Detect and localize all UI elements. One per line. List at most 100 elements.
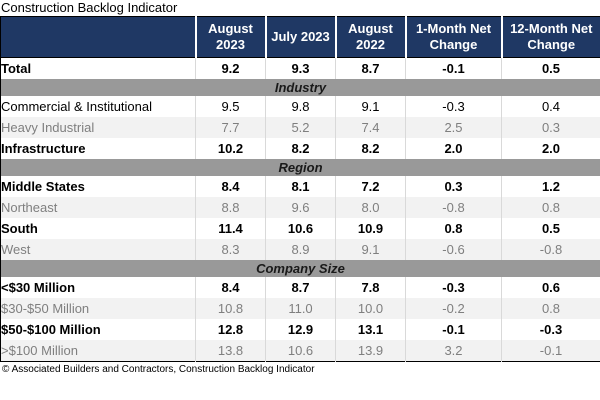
- backlog-table: August 2023 July 2023 August 2022 1-Month N…: [0, 16, 600, 362]
- value-cell: 0.4: [501, 96, 600, 117]
- value-cell: 8.7: [335, 57, 406, 79]
- value-cell: 8.8: [195, 197, 266, 218]
- value-cell: 8.4: [195, 176, 266, 197]
- value-cell: 10.9: [335, 218, 406, 239]
- value-cell: -0.1: [501, 340, 600, 362]
- value-cell: 11.4: [195, 218, 266, 239]
- column-header: August 2023: [194, 16, 266, 58]
- value-cell: 13.1: [335, 319, 406, 340]
- value-cell: 0.3: [501, 117, 600, 138]
- row-label: Commercial & Institutional: [0, 96, 196, 117]
- row-label: Total: [0, 57, 196, 79]
- row-label: Middle States: [0, 176, 196, 197]
- value-cell: 0.5: [501, 57, 600, 79]
- value-cell: 13.8: [195, 340, 266, 362]
- value-cell: 12.9: [265, 319, 336, 340]
- table-row: Northeast 8.8 9.6 8.0 -0.8 0.8: [0, 197, 600, 218]
- row-label-column-header: [0, 16, 196, 58]
- value-cell: 9.5: [195, 96, 266, 117]
- value-cell: 8.9: [265, 239, 336, 260]
- section-band: Industry: [0, 79, 600, 96]
- value-cell: 13.9: [335, 340, 406, 362]
- row-label: $50-$100 Million: [0, 319, 196, 340]
- row-label: >$100 Million: [0, 340, 196, 362]
- value-cell: -0.1: [405, 319, 502, 340]
- table-row: South 11.4 10.6 10.9 0.8 0.5: [0, 218, 600, 239]
- column-header: August 2022: [334, 16, 406, 58]
- value-cell: 2.0: [501, 138, 600, 159]
- value-cell: 7.2: [335, 176, 406, 197]
- value-cell: 9.8: [265, 96, 336, 117]
- table-row: Middle States 8.4 8.1 7.2 0.3 1.2: [0, 176, 600, 197]
- table-row: >$100 Million 13.8 10.6 13.9 3.2 -0.1: [0, 340, 600, 362]
- value-cell: 0.6: [501, 277, 600, 298]
- page-title: Construction Backlog Indicator: [1, 0, 178, 15]
- value-cell: 8.7: [265, 277, 336, 298]
- table-body: Total 9.2 9.3 8.7 -0.1 0.5 Industry Commercial …: [0, 57, 600, 362]
- value-cell: 10.6: [265, 340, 336, 362]
- value-cell: 2.0: [405, 138, 502, 159]
- table-row: Infrastructure 10.2 8.2 8.2 2.0 2.0: [0, 138, 600, 159]
- row-label: $30-$50 Million: [0, 298, 196, 319]
- value-cell: -0.3: [405, 96, 502, 117]
- section-band: Region: [0, 159, 600, 176]
- value-cell: 5.2: [265, 117, 336, 138]
- table-row: Total 9.2 9.3 8.7 -0.1 0.5: [0, 57, 600, 79]
- value-cell: -0.3: [405, 277, 502, 298]
- table-row: $30-$50 Million 10.8 11.0 10.0 -0.2 0.8: [0, 298, 600, 319]
- row-label: Heavy Industrial: [0, 117, 196, 138]
- row-label: Infrastructure: [0, 138, 196, 159]
- value-cell: 0.3: [405, 176, 502, 197]
- section-band-label: Industry: [0, 79, 600, 96]
- value-cell: 8.2: [265, 138, 336, 159]
- value-cell: 1.2: [501, 176, 600, 197]
- value-cell: 10.0: [335, 298, 406, 319]
- value-cell: 2.5: [405, 117, 502, 138]
- value-cell: 8.1: [265, 176, 336, 197]
- value-cell: 7.8: [335, 277, 406, 298]
- row-label: <$30 Million: [0, 277, 196, 298]
- table-row: Commercial & Institutional 9.5 9.8 9.1 -0.3 0…: [0, 96, 600, 117]
- value-cell: -0.8: [501, 239, 600, 260]
- value-cell: 9.2: [195, 57, 266, 79]
- value-cell: 7.4: [335, 117, 406, 138]
- table-row: West 8.3 8.9 9.1 -0.6 -0.8: [0, 239, 600, 260]
- value-cell: 9.1: [335, 239, 406, 260]
- row-label: Northeast: [0, 197, 196, 218]
- value-cell: 10.8: [195, 298, 266, 319]
- value-cell: 11.0: [265, 298, 336, 319]
- section-band: Company Size: [0, 260, 600, 277]
- value-cell: 8.4: [195, 277, 266, 298]
- table-row: <$30 Million 8.4 8.7 7.8 -0.3 0.6: [0, 277, 600, 298]
- column-header: 12-Month Net Change: [500, 16, 600, 58]
- table-row: $50-$100 Million 12.8 12.9 13.1 -0.1 -0.3: [0, 319, 600, 340]
- value-cell: 10.6: [265, 218, 336, 239]
- header-row: August 2023 July 2023 August 2022 1-Month N…: [0, 16, 600, 58]
- section-band-label: Company Size: [0, 260, 600, 277]
- value-cell: 0.5: [501, 218, 600, 239]
- value-cell: -0.1: [405, 57, 502, 79]
- value-cell: 0.8: [501, 298, 600, 319]
- value-cell: 8.2: [335, 138, 406, 159]
- value-cell: -0.3: [501, 319, 600, 340]
- value-cell: 12.8: [195, 319, 266, 340]
- value-cell: 9.3: [265, 57, 336, 79]
- table-row: Heavy Industrial 7.7 5.2 7.4 2.5 0.3: [0, 117, 600, 138]
- column-header: 1-Month Net Change: [404, 16, 502, 58]
- value-cell: 0.8: [501, 197, 600, 218]
- copyright-note: © Associated Builders and Contractors, C…: [2, 364, 315, 375]
- value-cell: 9.6: [265, 197, 336, 218]
- value-cell: 8.0: [335, 197, 406, 218]
- row-label: West: [0, 239, 196, 260]
- section-band-label: Region: [0, 159, 600, 176]
- column-header: July 2023: [264, 16, 336, 58]
- value-cell: 10.2: [195, 138, 266, 159]
- value-cell: -0.6: [405, 239, 502, 260]
- value-cell: 8.3: [195, 239, 266, 260]
- value-cell: 7.7: [195, 117, 266, 138]
- value-cell: 3.2: [405, 340, 502, 362]
- value-cell: 0.8: [405, 218, 502, 239]
- value-cell: -0.2: [405, 298, 502, 319]
- value-cell: 9.1: [335, 96, 406, 117]
- row-label: South: [0, 218, 196, 239]
